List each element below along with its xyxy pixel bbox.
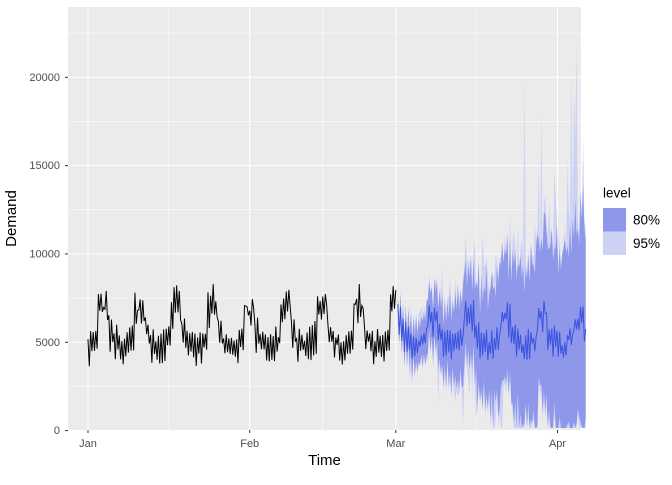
svg-text:Mar: Mar [386,438,405,450]
svg-text:Apr: Apr [549,438,566,450]
svg-text:20000: 20000 [29,72,60,84]
svg-text:Time: Time [308,452,341,469]
svg-text:Feb: Feb [240,438,259,450]
svg-text:Jan: Jan [79,438,97,450]
svg-text:95%: 95% [633,236,660,251]
svg-text:5000: 5000 [36,337,60,349]
svg-text:level: level [603,186,631,201]
svg-text:80%: 80% [633,213,660,228]
svg-text:Demand: Demand [3,190,20,247]
svg-text:10000: 10000 [29,248,60,260]
svg-text:0: 0 [54,425,60,437]
svg-text:15000: 15000 [29,160,60,172]
